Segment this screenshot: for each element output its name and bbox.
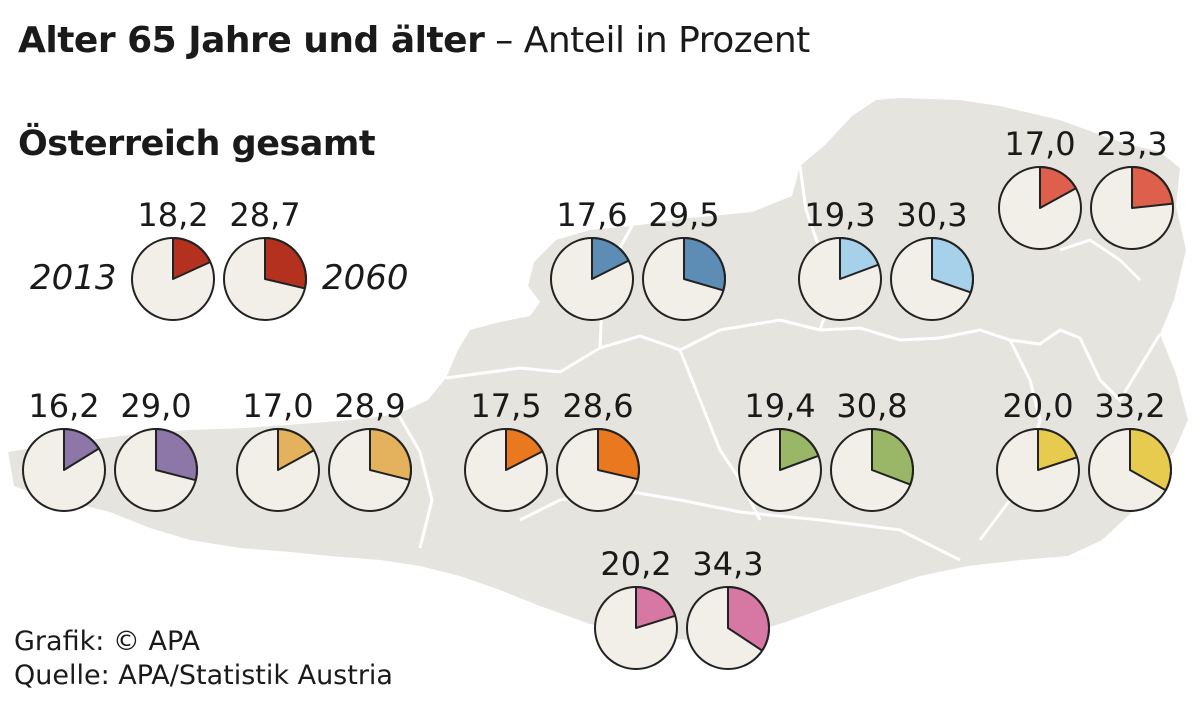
pie-chart: 28,9	[328, 387, 413, 512]
pie-outline	[114, 428, 198, 512]
pie-chart: 23,3	[1090, 125, 1174, 250]
data-label: 29,5	[648, 196, 719, 234]
pie-chart: 18,2	[131, 196, 215, 321]
data-label: 28,7	[229, 196, 300, 234]
pie-outline	[1088, 428, 1172, 512]
pie-pair-4: 16,2 29,0	[22, 387, 198, 512]
pie-slice	[597, 428, 640, 481]
pie-outline	[464, 428, 548, 512]
austria-total-heading: Österreich gesamt	[18, 124, 376, 164]
pie-chart: 33,2	[1088, 387, 1172, 512]
data-label: 19,4	[744, 387, 815, 425]
pie-chart: 29,0	[114, 387, 198, 512]
pie-chart: 19,3	[798, 196, 882, 321]
data-label: 29,0	[120, 387, 191, 425]
year-label-2013: 2013	[30, 258, 117, 298]
data-label: 34,3	[692, 545, 763, 583]
title-main: Alter 65 Jahre und älter	[18, 20, 485, 61]
data-label: 28,9	[334, 387, 405, 425]
pie-chart: 30,8	[830, 387, 914, 512]
pie-outline	[236, 428, 320, 512]
pie-pair-6: 17,5 28,6	[464, 387, 640, 512]
pie-chart: 17,6	[550, 196, 634, 321]
pie-chart: 17,0	[998, 125, 1082, 250]
pie-chart: 28,7	[223, 196, 307, 321]
pie-chart: 34,3	[686, 545, 770, 670]
pie-outline	[556, 428, 640, 512]
graphic-credit: Grafik: © APA	[14, 626, 200, 657]
pie-chart: 20,0	[996, 387, 1080, 512]
pie-chart: 29,5	[642, 196, 726, 321]
data-label: 17,5	[470, 387, 541, 425]
data-label: 30,3	[896, 196, 967, 234]
pie-pair-2: 19,3 30,3	[798, 196, 974, 321]
data-label: 30,8	[836, 387, 907, 425]
data-label: 20,2	[600, 545, 671, 583]
data-label: 16,2	[28, 387, 99, 425]
pie-outline	[22, 428, 106, 512]
data-label: 19,3	[804, 196, 875, 234]
pie-outline	[798, 237, 882, 321]
data-label: 28,6	[562, 387, 633, 425]
source-credit: Quelle: APA/Statistik Austria	[14, 660, 393, 691]
year-label-2060: 2060	[322, 258, 409, 298]
pie-pair-9: 20,2 34,3	[594, 545, 770, 670]
pie-chart: 30,3	[890, 196, 974, 321]
pie-chart: 17,0	[236, 387, 320, 512]
data-label: 17,0	[1004, 125, 1075, 163]
title-suffix: – Anteil in Prozent	[495, 20, 810, 61]
pie-slice	[155, 428, 198, 482]
pie-outline	[328, 428, 412, 512]
data-label: 17,6	[556, 196, 627, 234]
pie-chart: 20,2	[594, 545, 678, 670]
pie-outline	[830, 428, 914, 512]
pie-pair-1: 17,6 29,5	[550, 196, 726, 321]
pie-pair-0: 18,2 28,7	[131, 196, 307, 321]
pie-chart: 16,2	[22, 387, 106, 512]
pie-chart: 17,5	[464, 387, 548, 512]
pie-outline	[738, 428, 822, 512]
pie-pair-5: 17,0 28,9	[236, 387, 413, 512]
pie-pair-3: 17,0 23,3	[998, 125, 1174, 250]
pie-outline	[998, 166, 1082, 250]
pie-outline	[550, 237, 634, 321]
data-label: 33,2	[1094, 387, 1165, 425]
chart-title: Alter 65 Jahre und älter – Anteil in Pro…	[18, 20, 810, 61]
pie-chart: 19,4	[738, 387, 822, 512]
pie-outline	[996, 428, 1080, 512]
pie-outline	[1090, 166, 1174, 250]
data-label: 18,2	[137, 196, 208, 234]
data-label: 17,0	[242, 387, 313, 425]
pie-outline	[594, 586, 678, 670]
pie-chart: 28,6	[556, 387, 640, 512]
pie-slice	[264, 237, 307, 290]
pie-slice	[369, 428, 413, 481]
pie-outline	[642, 237, 726, 321]
pie-pair-7: 19,4 30,8	[738, 387, 914, 512]
pie-outline	[131, 237, 215, 321]
data-label: 23,3	[1096, 125, 1167, 163]
pie-outline	[223, 237, 307, 321]
pie-pair-8: 20,0 33,2	[996, 387, 1172, 512]
data-label: 20,0	[1002, 387, 1073, 425]
pie-outline	[890, 237, 974, 321]
pie-outline	[686, 586, 770, 670]
